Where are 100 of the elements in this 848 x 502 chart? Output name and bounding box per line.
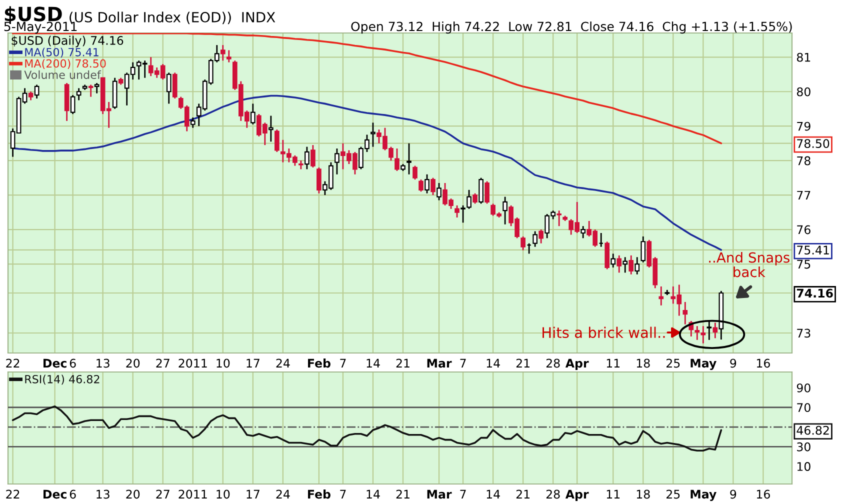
candlestick bbox=[424, 174, 430, 194]
x-tick-label: 18 bbox=[636, 490, 650, 499]
candlestick bbox=[640, 236, 646, 264]
candlestick bbox=[394, 148, 400, 172]
y-tick-label: 90 bbox=[796, 383, 810, 392]
x-tick-label: 21 bbox=[516, 358, 530, 368]
x-tick-label: 13 bbox=[96, 490, 110, 499]
candlestick bbox=[520, 236, 526, 251]
legend-label: RSI(14) 46.82 bbox=[25, 374, 100, 385]
y-tick-label: 81 bbox=[796, 52, 810, 62]
candlestick bbox=[310, 144, 316, 168]
x-tick-label: Dec bbox=[44, 490, 66, 499]
x-tick-label: 16 bbox=[756, 490, 770, 499]
x-tick-label: 6 bbox=[70, 358, 76, 368]
candlestick bbox=[694, 325, 700, 341]
candlestick bbox=[454, 204, 460, 218]
x-tick-label: 9 bbox=[730, 358, 736, 368]
x-tick-label: 13 bbox=[96, 358, 110, 368]
legend-label: MA(200) 78.50 bbox=[25, 59, 106, 69]
y-tick-label: 78 bbox=[797, 156, 810, 166]
x-tick-label: 21 bbox=[396, 490, 410, 499]
candlestick bbox=[610, 252, 616, 268]
annotation: Volume undef bbox=[24, 70, 102, 79]
legend-title: $USD (Daily) 74.16 bbox=[12, 36, 124, 48]
candlestick bbox=[406, 142, 412, 176]
x-tick-label: 20 bbox=[126, 490, 140, 499]
legend-label: MA(50) 75.41 bbox=[25, 48, 98, 58]
y-tick-label: 30 bbox=[797, 442, 810, 452]
x-tick-label: 16 bbox=[756, 358, 770, 368]
y-tick-label: 46.82 bbox=[796, 426, 829, 435]
x-tick-label: 27 bbox=[156, 358, 170, 368]
candlestick bbox=[682, 301, 688, 326]
annotation: ..And Snaps back bbox=[709, 252, 790, 278]
candlestick bbox=[268, 115, 274, 142]
y-tick-label: 76 bbox=[797, 225, 810, 234]
candlestick bbox=[430, 177, 436, 196]
candlestick bbox=[712, 322, 718, 339]
y-tick-label: 70 bbox=[797, 403, 810, 412]
candlestick bbox=[34, 84, 40, 100]
candlestick bbox=[700, 325, 706, 344]
line-series bbox=[12, 405, 722, 452]
candlestick bbox=[466, 189, 472, 210]
x-tick-label: 2011 bbox=[178, 358, 207, 368]
x-tick-label: 7 bbox=[340, 358, 346, 368]
x-tick-label: Apr bbox=[565, 358, 589, 370]
x-tick-label: Dec bbox=[44, 358, 66, 368]
x-tick-label: 28 bbox=[546, 490, 560, 499]
x-tick-label: 17 bbox=[246, 490, 260, 499]
candlestick bbox=[250, 102, 256, 126]
x-tick-label: Mar bbox=[427, 358, 452, 368]
candlestick bbox=[472, 192, 478, 204]
y-tick-label: 75.41 bbox=[797, 246, 829, 255]
y-tick-label: 80 bbox=[796, 87, 810, 96]
x-tick-label: 11 bbox=[606, 490, 620, 499]
x-tick-label: 21 bbox=[516, 490, 530, 499]
candlestick bbox=[460, 204, 466, 224]
candlestick bbox=[634, 256, 640, 276]
x-tick-label: 14 bbox=[366, 358, 380, 368]
y-tick-label: 75 bbox=[797, 260, 810, 269]
x-tick-label: Apr bbox=[565, 490, 589, 501]
x-tick-label: May bbox=[690, 490, 716, 501]
x-tick-label: 7 bbox=[460, 490, 466, 499]
candlestick bbox=[538, 228, 544, 244]
y-tick-label: 79 bbox=[797, 122, 810, 131]
chart-title: $USD bbox=[4, 6, 62, 24]
candlestick bbox=[220, 44, 226, 62]
candlestick bbox=[556, 210, 562, 227]
candlestick bbox=[190, 116, 196, 129]
candlestick bbox=[580, 225, 586, 239]
candlestick bbox=[370, 122, 376, 148]
x-tick-label: Mar bbox=[427, 490, 452, 499]
candlestick bbox=[616, 254, 622, 274]
x-tick-label: 21 bbox=[396, 358, 410, 368]
line-series bbox=[12, 94, 722, 251]
line-series bbox=[12, 33, 722, 144]
candlestick bbox=[478, 177, 484, 204]
candlestick bbox=[658, 286, 664, 306]
x-tick-label: 14 bbox=[486, 358, 500, 368]
x-tick-label: 6 bbox=[70, 490, 76, 499]
candlestick bbox=[94, 82, 100, 94]
x-tick-label: Feb bbox=[308, 358, 330, 368]
y-tick-label: 74.16 bbox=[796, 288, 833, 298]
x-tick-label: 28 bbox=[546, 358, 560, 368]
x-tick-label: 11 bbox=[606, 358, 620, 368]
candlestick bbox=[484, 180, 490, 204]
y-tick-label: 78.50 bbox=[797, 139, 830, 148]
annotation: Open 73.12 High 74.22 Low 72.81 Close 74.16 Chg +1.13 (+1.55%) bbox=[351, 22, 792, 34]
candlestick bbox=[628, 254, 634, 276]
x-tick-label: 14 bbox=[366, 490, 380, 499]
x-tick-label: 7 bbox=[460, 358, 466, 368]
x-tick-label: 22 bbox=[6, 358, 20, 368]
x-tick-label: 10 bbox=[216, 358, 230, 368]
annotation: Hits a brick wall.. bbox=[542, 326, 665, 338]
candlestick bbox=[88, 84, 94, 98]
candlestick bbox=[502, 196, 508, 226]
candlestick bbox=[436, 182, 442, 201]
x-tick-label: 17 bbox=[246, 358, 260, 368]
candlestick bbox=[166, 72, 172, 104]
x-tick-label: 10 bbox=[216, 490, 230, 499]
x-tick-label: 14 bbox=[486, 490, 500, 499]
